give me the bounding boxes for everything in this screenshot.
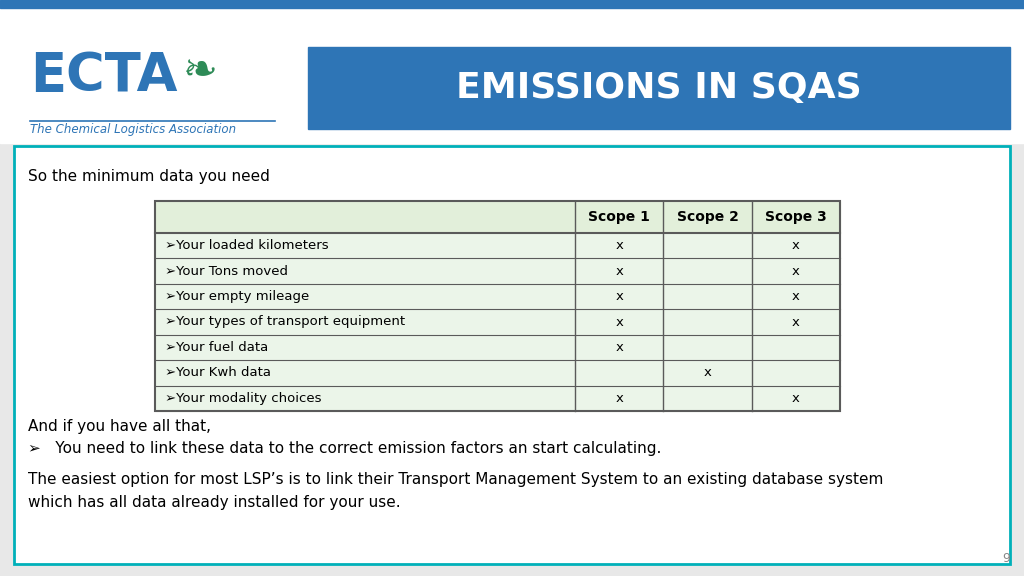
Text: ❧: ❧ <box>182 50 217 92</box>
Text: The Chemical Logistics Association: The Chemical Logistics Association <box>30 123 237 135</box>
Text: x: x <box>615 392 624 405</box>
Text: ➢Your modality choices: ➢Your modality choices <box>165 392 322 405</box>
Text: Scope 3: Scope 3 <box>765 210 826 224</box>
Text: x: x <box>615 316 624 328</box>
Text: Scope 1: Scope 1 <box>588 210 650 224</box>
Text: 9: 9 <box>1002 551 1010 564</box>
Bar <box>308 47 1010 129</box>
Text: x: x <box>792 316 800 328</box>
Text: So the minimum data you need: So the minimum data you need <box>28 169 270 184</box>
Text: x: x <box>703 366 712 380</box>
Text: ➢Your types of transport equipment: ➢Your types of transport equipment <box>165 316 406 328</box>
Text: ➢Your Kwh data: ➢Your Kwh data <box>165 366 271 380</box>
Text: x: x <box>615 239 624 252</box>
Text: x: x <box>792 290 800 303</box>
Bar <box>0 0 1024 8</box>
Bar <box>155 284 840 309</box>
Text: ➢Your empty mileage: ➢Your empty mileage <box>165 290 309 303</box>
Bar <box>155 201 840 233</box>
Text: x: x <box>792 392 800 405</box>
Text: x: x <box>615 264 624 278</box>
Text: Scope 2: Scope 2 <box>677 210 738 224</box>
Bar <box>155 309 840 335</box>
Text: ➢   You need to link these data to the correct emission factors an start calcula: ➢ You need to link these data to the cor… <box>28 441 662 456</box>
Text: ➢Your Tons moved: ➢Your Tons moved <box>165 264 288 278</box>
Bar <box>14 146 1010 564</box>
Text: ➢Your loaded kilometers: ➢Your loaded kilometers <box>165 239 329 252</box>
Text: x: x <box>615 341 624 354</box>
Text: ECTA: ECTA <box>30 50 177 102</box>
Bar <box>155 233 840 259</box>
Bar <box>155 385 840 411</box>
Text: ➢Your fuel data: ➢Your fuel data <box>165 341 268 354</box>
Text: x: x <box>615 290 624 303</box>
Bar <box>155 360 840 385</box>
Text: x: x <box>792 239 800 252</box>
Text: And if you have all that,: And if you have all that, <box>28 419 211 434</box>
Bar <box>155 335 840 360</box>
Text: x: x <box>792 264 800 278</box>
Text: The easiest option for most LSP’s is to link their Transport Management System t: The easiest option for most LSP’s is to … <box>28 472 884 510</box>
Bar <box>0 8 1024 143</box>
Bar <box>155 259 840 284</box>
Bar <box>155 201 840 411</box>
Text: EMISSIONS IN SQAS: EMISSIONS IN SQAS <box>456 71 862 105</box>
